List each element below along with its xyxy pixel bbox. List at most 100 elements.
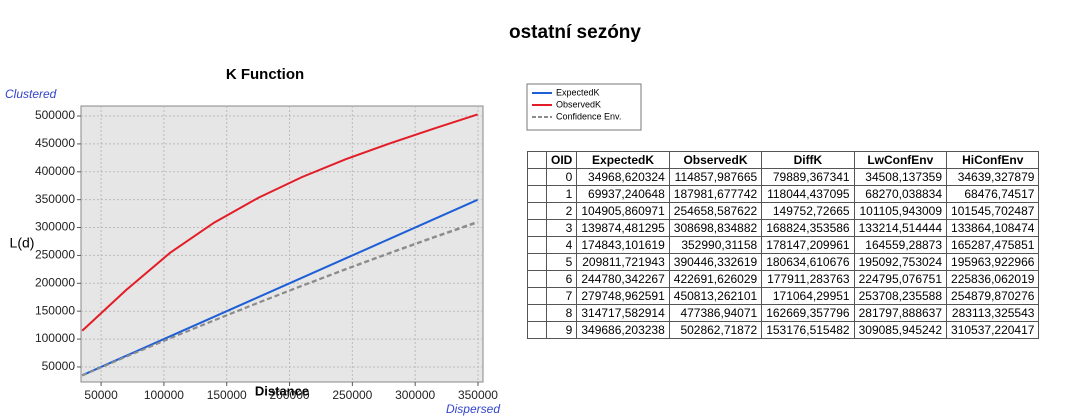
data-table: OID ExpectedK ObservedK DiffK LwConfEnv HiCon… bbox=[527, 151, 1040, 339]
table-row: 7 279748,962591 450813,262101 171064,29951 2… bbox=[527, 287, 1040, 305]
table-cell: 0 bbox=[545, 168, 578, 186]
column-header: LwConfEnv bbox=[853, 151, 948, 169]
series-line bbox=[81, 198, 478, 377]
column-header: OID bbox=[545, 151, 578, 169]
x-tick-label: 300000 bbox=[395, 388, 435, 402]
x-tick-label: 200000 bbox=[270, 388, 310, 402]
table-cell: 225836,062019 bbox=[946, 270, 1040, 288]
legend-label: Confidence Env. bbox=[556, 111, 621, 121]
y-tick-label: 100000 bbox=[35, 331, 75, 345]
x-axis-label: Distance bbox=[255, 383, 309, 398]
y-tick-label: 250000 bbox=[35, 248, 75, 262]
table-cell: 104905,860971 bbox=[576, 202, 670, 220]
table-row: 5 209811,721943 390446,332619 180634,610676… bbox=[527, 253, 1040, 271]
row-selector bbox=[527, 202, 547, 220]
y-tick-label: 350000 bbox=[35, 192, 75, 206]
table-cell: 180634,610676 bbox=[761, 253, 855, 271]
table-row: 1 69937,240648 187981,677742 118044,437095 6… bbox=[527, 185, 1040, 203]
table-cell: 283113,325543 bbox=[946, 304, 1040, 322]
row-selector bbox=[527, 185, 547, 203]
table-cell: 4 bbox=[545, 236, 578, 254]
table-cell: 168824,353586 bbox=[761, 219, 855, 237]
chart-title: K Function bbox=[226, 66, 304, 83]
table-cell: 309085,945242 bbox=[853, 321, 948, 339]
table-cell: 450813,262101 bbox=[668, 287, 763, 305]
annotation: Clustered bbox=[5, 87, 57, 101]
table-cell: 162669,357796 bbox=[761, 304, 855, 322]
table-cell: 34968,620324 bbox=[576, 168, 670, 186]
table-cell: 254658,587622 bbox=[668, 202, 763, 220]
table-cell: 164559,28873 bbox=[853, 236, 948, 254]
plot-area bbox=[80, 105, 484, 383]
row-selector bbox=[527, 219, 547, 237]
table-cell: 224795,076751 bbox=[853, 270, 948, 288]
table-cell: 195092,753024 bbox=[853, 253, 948, 271]
table-cell: 2 bbox=[545, 202, 578, 220]
table-cell: 34508,137359 bbox=[853, 168, 948, 186]
row-selector bbox=[527, 168, 547, 186]
row-selector bbox=[527, 321, 547, 339]
row-selector bbox=[527, 151, 547, 169]
table-cell: 7 bbox=[545, 287, 578, 305]
row-selector bbox=[527, 287, 547, 305]
table-cell: 502862,71872 bbox=[668, 321, 763, 339]
column-header: ObservedK bbox=[668, 151, 763, 169]
table-cell: 5 bbox=[545, 253, 578, 271]
table-cell: 244780,342267 bbox=[576, 270, 670, 288]
table-row: 0 34968,620324 114857,987665 79889,367341 34… bbox=[527, 168, 1040, 186]
table-cell: 3 bbox=[545, 219, 578, 237]
table-cell: 153176,515482 bbox=[761, 321, 855, 339]
legend-label: ObservedK bbox=[556, 99, 601, 109]
column-header: HiConfEnv bbox=[946, 151, 1040, 169]
table-cell: 69937,240648 bbox=[576, 185, 670, 203]
table-cell: 118044,437095 bbox=[761, 185, 855, 203]
table-cell: 209811,721943 bbox=[576, 253, 670, 271]
table-cell: 195963,922966 bbox=[946, 253, 1040, 271]
x-tick-label: 150000 bbox=[207, 388, 247, 402]
table-cell: 79889,367341 bbox=[761, 168, 855, 186]
table-cell: 253708,235588 bbox=[853, 287, 948, 305]
table-cell: 390446,332619 bbox=[668, 253, 763, 271]
header-row: OID ExpectedK ObservedK DiffK LwConfEnv HiCon… bbox=[527, 151, 1040, 169]
table-cell: 314717,582914 bbox=[576, 304, 670, 322]
y-tick-label: 450000 bbox=[35, 136, 75, 150]
table-row: 2 104905,860971 254658,587622 149752,72665 1… bbox=[527, 202, 1040, 220]
table-cell: 178147,209961 bbox=[761, 236, 855, 254]
row-selector bbox=[527, 253, 547, 271]
table-cell: 279748,962591 bbox=[576, 287, 670, 305]
table-cell: 101105,943009 bbox=[853, 202, 948, 220]
table-row: 4 174843,101619 352990,31158 178147,209961 1… bbox=[527, 236, 1040, 254]
y-tick-label: 150000 bbox=[35, 303, 75, 317]
table-row: 3 139874,481295 308698,834882 168824,353586… bbox=[527, 219, 1040, 237]
table-cell: 133864,108474 bbox=[946, 219, 1040, 237]
y-tick-label: 300000 bbox=[35, 220, 75, 234]
table-cell: 101545,702487 bbox=[946, 202, 1040, 220]
table-cell: 310537,220417 bbox=[946, 321, 1040, 339]
table-cell: 68476,74517 bbox=[946, 185, 1040, 203]
table-cell: 308698,834882 bbox=[668, 219, 763, 237]
column-header: ExpectedK bbox=[576, 151, 670, 169]
row-selector bbox=[527, 304, 547, 322]
row-selector bbox=[527, 270, 547, 288]
legend-label: ExpectedK bbox=[556, 87, 600, 97]
annotation: Dispersed bbox=[446, 402, 500, 416]
y-tick-label: 50000 bbox=[42, 359, 76, 373]
y-axis-label: L(d) bbox=[10, 235, 35, 251]
table-cell: 477386,94071 bbox=[668, 304, 763, 322]
table-cell: 349686,203238 bbox=[576, 321, 670, 339]
table-cell: 1 bbox=[545, 185, 578, 203]
y-tick-label: 400000 bbox=[35, 164, 75, 178]
y-tick-label: 500000 bbox=[35, 108, 75, 122]
table-cell: 165287,475851 bbox=[946, 236, 1040, 254]
x-tick-label: 250000 bbox=[332, 388, 372, 402]
x-tick-label: 50000 bbox=[84, 388, 118, 402]
table-cell: 8 bbox=[545, 304, 578, 322]
table-cell: 149752,72665 bbox=[761, 202, 855, 220]
table-cell: 139874,481295 bbox=[576, 219, 670, 237]
table-cell: 6 bbox=[545, 270, 578, 288]
table-cell: 281797,888637 bbox=[853, 304, 948, 322]
x-tick-label: 100000 bbox=[144, 388, 184, 402]
table-cell: 187981,677742 bbox=[668, 185, 763, 203]
